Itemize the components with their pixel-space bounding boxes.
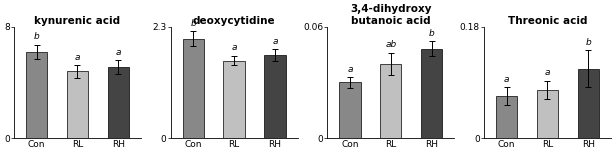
Bar: [67, 71, 88, 138]
Title: Threonic acid: Threonic acid: [507, 16, 587, 26]
Text: a: a: [75, 53, 80, 62]
Text: a: a: [231, 43, 237, 52]
Text: b: b: [34, 32, 39, 41]
Text: a: a: [116, 48, 121, 57]
Text: b: b: [191, 19, 196, 28]
Bar: [26, 52, 47, 138]
Text: a: a: [347, 65, 352, 74]
Text: a: a: [272, 37, 278, 46]
Bar: [496, 96, 517, 138]
Text: a: a: [545, 68, 550, 77]
Text: b: b: [429, 29, 435, 38]
Bar: [223, 61, 245, 138]
Bar: [421, 49, 442, 138]
Bar: [577, 69, 599, 138]
Title: deoxycytidine: deoxycytidine: [193, 16, 276, 26]
Bar: [264, 55, 286, 138]
Title: 3,4-dihydroxy
butanoic acid: 3,4-dihydroxy butanoic acid: [350, 4, 432, 26]
Bar: [380, 64, 402, 138]
Bar: [339, 82, 360, 138]
Bar: [108, 67, 129, 138]
Bar: [537, 90, 558, 138]
Text: a: a: [504, 75, 509, 84]
Text: b: b: [585, 38, 591, 47]
Bar: [183, 39, 204, 138]
Title: kynurenic acid: kynurenic acid: [34, 16, 121, 26]
Text: ab: ab: [385, 40, 397, 49]
